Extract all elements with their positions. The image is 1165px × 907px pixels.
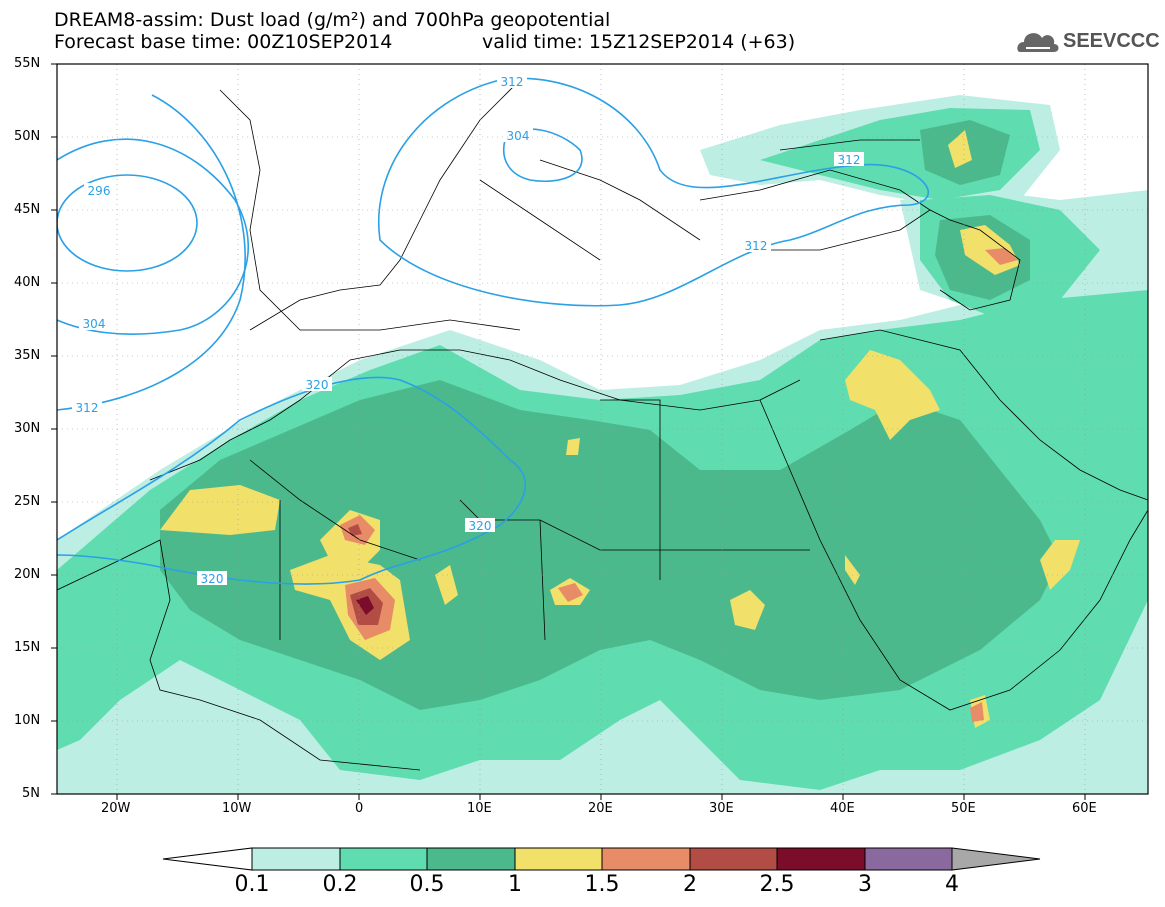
colorbar-label: 3 — [858, 872, 872, 897]
contour-label: 312 — [501, 75, 524, 89]
contour-label: 304 — [507, 129, 530, 143]
colorbar-label: 1.5 — [584, 872, 620, 897]
colorbar-label: 4 — [945, 872, 959, 897]
colorbar-label: 0.2 — [322, 872, 358, 897]
contour-label: 312 — [745, 239, 768, 253]
contour-label: 312 — [76, 401, 99, 415]
contour-label: 320 — [201, 572, 224, 586]
lon-label: 40E — [830, 801, 855, 816]
dust-level-1.5 — [985, 248, 1018, 265]
valid-time: valid time: 15Z12SEP2014 (+63) — [482, 31, 796, 53]
dust-level-1 — [730, 590, 765, 630]
dust-level-1 — [948, 130, 972, 168]
contour-label: 320 — [306, 378, 329, 392]
colorbar-label: 0.1 — [234, 872, 270, 897]
coastlines — [57, 79, 1148, 771]
colorbar-label: 2 — [683, 872, 697, 897]
dust-level-1 — [845, 555, 860, 585]
lat-label: 40N — [14, 275, 41, 290]
dust-level-2.5 — [356, 596, 374, 615]
contour-label: 304 — [83, 317, 106, 331]
lon-label: 20W — [101, 801, 131, 816]
forecast-base-time: Forecast base time: 00Z10SEP2014 — [54, 31, 393, 53]
graticule — [57, 64, 1148, 794]
contour-label: 312 — [838, 153, 861, 167]
lat-label: 35N — [14, 348, 41, 363]
lon-label: 10E — [467, 801, 492, 816]
dust-level-2 — [348, 524, 362, 536]
lat-label: 15N — [14, 640, 41, 655]
contour-label: 320 — [469, 519, 492, 533]
contour-label: 296 — [88, 184, 111, 198]
lon-label: 30E — [709, 801, 734, 816]
dust-level-1.5 — [970, 702, 984, 722]
cloud-icon — [1017, 33, 1059, 52]
dust-level-1 — [845, 350, 940, 440]
map-title: DREAM8-assim: Dust load (g/m²) and 700hP… — [54, 9, 611, 31]
lon-label: 60E — [1072, 801, 1097, 816]
lat-label: 10N — [14, 713, 41, 728]
dust-level-1.5 — [558, 583, 583, 602]
dust-level-1 — [1040, 540, 1080, 590]
lat-label: 45N — [14, 202, 41, 217]
lon-label: 50E — [951, 801, 976, 816]
lat-label: 30N — [14, 421, 41, 436]
lon-label: 20E — [588, 801, 613, 816]
lat-label: 20N — [14, 567, 41, 582]
lat-label: 50N — [14, 129, 41, 144]
colorbar — [162, 847, 1041, 871]
lat-label: 5N — [22, 786, 40, 801]
lon-label: 0 — [355, 801, 364, 816]
lat-label: 25N — [14, 494, 41, 509]
colorbar-label: 2.5 — [759, 872, 795, 897]
lat-label: 55N — [14, 56, 41, 71]
lon-label: 10W — [222, 801, 252, 816]
dust-level-1 — [566, 438, 580, 455]
colorbar-label: 1 — [508, 872, 522, 897]
axis-ticks — [51, 63, 1086, 800]
seevccc-logo: SEEVCCC — [1063, 30, 1160, 52]
dust-level-1 — [160, 485, 280, 535]
colorbar-label: 0.5 — [409, 872, 445, 897]
